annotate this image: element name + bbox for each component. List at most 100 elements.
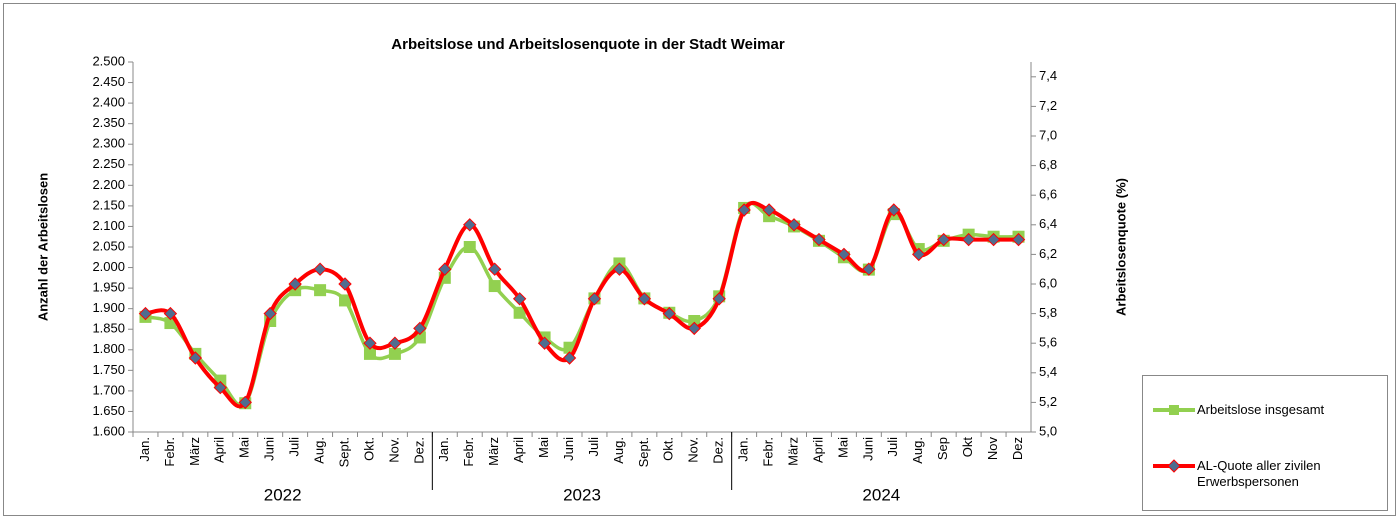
x-tick-label: Nov. [686,437,701,463]
y-tick-label: 2.150 [92,197,125,212]
marker [787,218,801,232]
legend-label: AL-Quote aller zivilen Erwerbspersonen [1197,458,1321,489]
y-tick-label: 2.050 [92,238,125,253]
marker [313,262,327,276]
marker [213,380,228,395]
marker [388,336,402,350]
x-tick-label: Juni [561,437,576,461]
marker [637,292,652,306]
x-tick-label: März [785,437,800,466]
x-group-label: 2024 [862,485,900,504]
marker [687,321,701,336]
y-axis-title: Anzahl der Arbeitslosen [35,173,50,321]
y2-tick-label: 7,2 [1039,98,1057,113]
marker [363,347,376,360]
x-group-label: 2023 [563,485,601,504]
x-tick-label: Okt. [661,437,676,461]
y2-tick-label: 5,6 [1039,335,1057,350]
marker [887,203,901,217]
y-tick-label: 2.250 [92,156,125,171]
x-tick-label: Febr. [461,437,476,467]
y2-tick-label: 5,2 [1039,394,1057,409]
marker [263,306,277,321]
chart-title: Arbeitslose und Arbeitslosenquote in der… [391,36,785,53]
y-tick-label: 2.350 [92,115,125,130]
y2-axis-title: Arbeitslosenquote (%) [1113,178,1128,316]
y-tick-label: 2.500 [92,53,125,68]
y-tick-label: 2.200 [92,177,125,192]
x-tick-label: Juni [262,437,277,461]
marker [537,336,552,350]
y-tick-label: 1.750 [92,362,125,377]
x-tick-label: April [212,437,227,463]
marker [488,280,501,293]
marker [288,277,302,291]
y2-tick-label: 5,8 [1039,305,1057,320]
y-tick-label: 2.000 [92,259,125,274]
y-tick-label: 1.850 [92,321,125,336]
y-tick-label: 1.700 [92,382,125,397]
marker [936,232,951,247]
marker [413,321,427,336]
x-tick-label: Nov. [386,437,401,463]
marker [612,262,627,276]
series-line [145,200,1019,409]
legend-item: AL-Quote aller zivilen Erwerbspersonen [1151,458,1357,490]
x-tick-label: Aug. [312,437,327,464]
x-group-label: 2022 [264,485,302,504]
y2-tick-label: 6,4 [1039,216,1057,231]
legend-item: Arbeitslose insgesamt [1151,402,1357,418]
legend-label: Arbeitslose insgesamt [1197,402,1325,417]
marker [762,203,776,217]
x-tick-label: Juli [586,437,601,457]
marker [314,284,327,297]
x-tick-label: Mai [536,437,551,458]
x-tick-label: Juni [860,437,875,461]
x-tick-label: April [511,437,526,463]
x-tick-label: März [486,437,501,466]
marker [912,247,926,262]
y-tick-label: 1.950 [92,280,125,295]
legend-swatch [1153,405,1195,415]
marker [688,315,701,327]
x-tick-label: Nov [985,437,1000,461]
x-tick-label: Jan. [436,437,451,462]
x-tick-label: Dez. [711,437,726,464]
x-tick-label: Juli [287,437,302,457]
marker [487,262,502,276]
marker [837,247,851,262]
y-tick-label: 2.450 [92,74,125,89]
x-tick-label: Okt [960,437,975,458]
marker [562,351,577,365]
marker [138,306,153,321]
y2-tick-label: 6,6 [1039,187,1057,202]
marker [388,347,401,360]
marker [662,306,677,321]
x-tick-label: Mai [835,437,850,458]
y-tick-label: 1.800 [92,341,125,356]
y2-tick-label: 5,0 [1039,423,1057,438]
x-tick-label: Febr. [162,437,177,467]
x-tick-label: Mai [237,437,252,458]
y2-tick-label: 6,8 [1039,157,1057,172]
y2-tick-label: 6,0 [1039,275,1057,290]
marker [1011,232,1026,247]
y2-tick-label: 7,0 [1039,127,1057,142]
y2-tick-label: 6,2 [1039,246,1057,261]
y-tick-label: 2.400 [92,95,125,110]
x-tick-label: Sept. [336,437,351,467]
marker [338,277,352,291]
y-tick-label: 2.300 [92,136,125,151]
x-tick-label: Sep [935,437,950,460]
marker [986,232,1001,247]
x-tick-label: Febr. [761,437,776,467]
x-tick-label: Jan. [137,437,152,462]
x-tick-label: Dez. [411,437,426,464]
y2-tick-label: 7,4 [1039,68,1057,83]
marker [862,262,876,276]
marker [812,232,826,247]
marker [463,241,476,253]
x-tick-label: März [187,437,202,466]
